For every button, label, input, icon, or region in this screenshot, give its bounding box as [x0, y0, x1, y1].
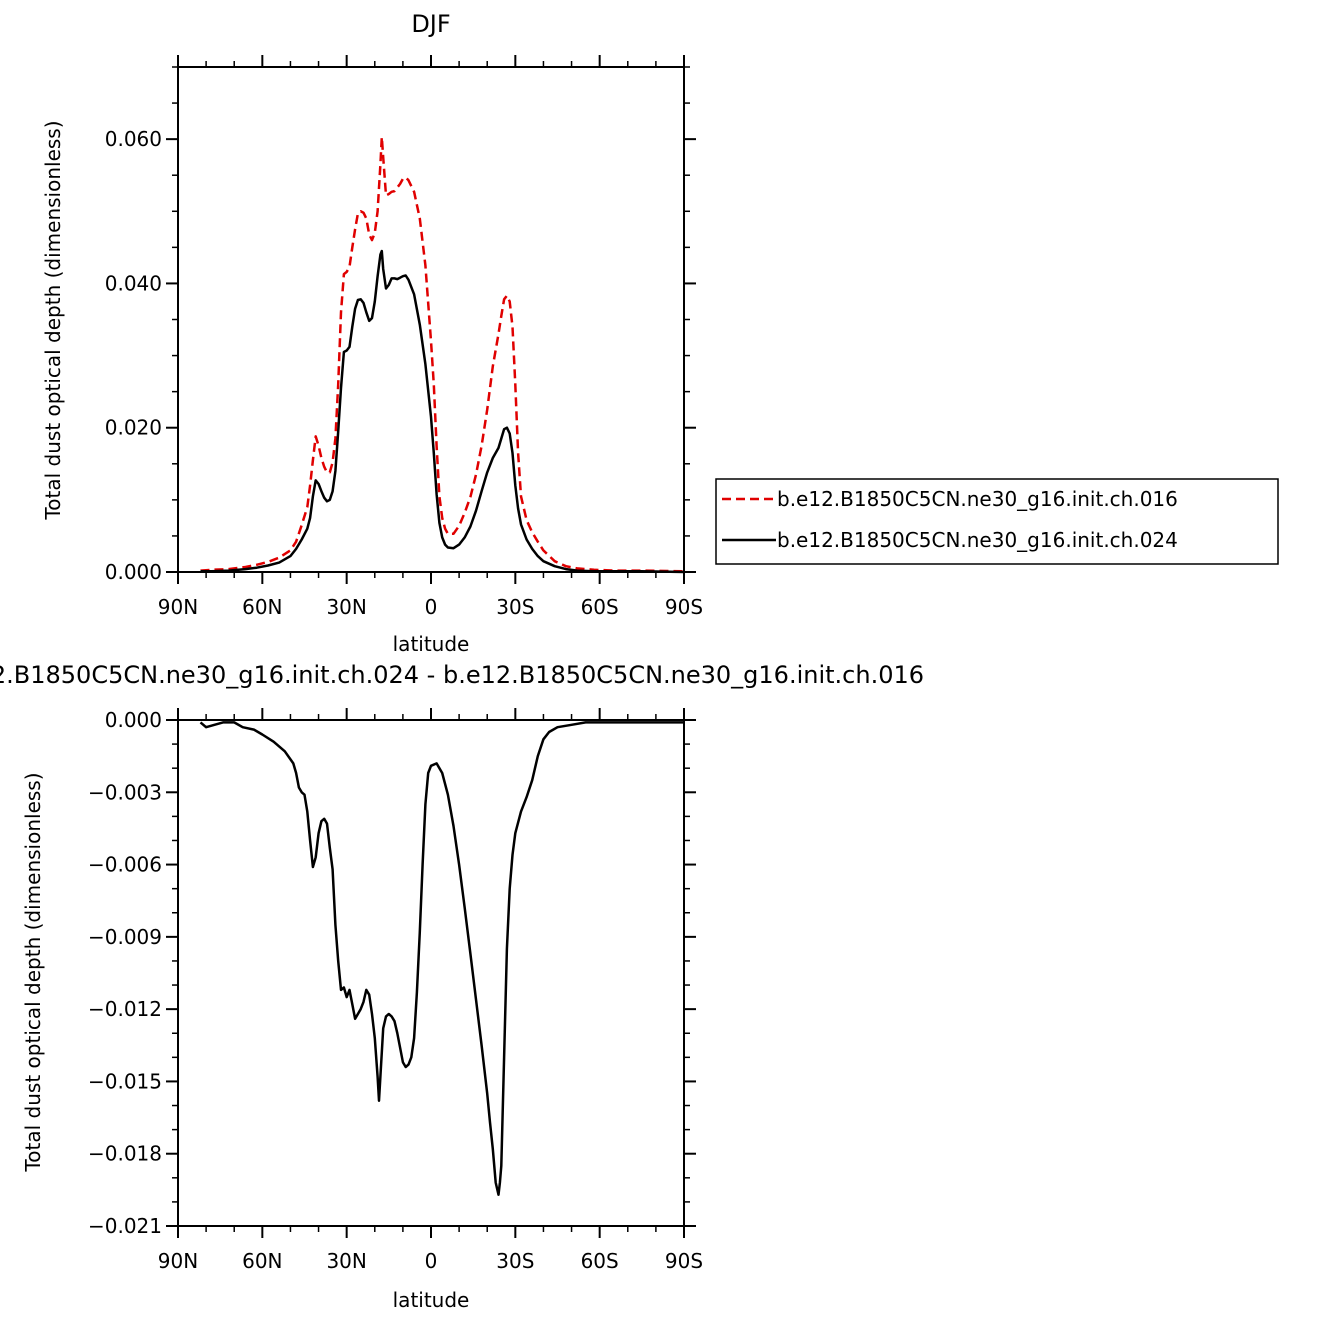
top-y-tick-label: 0.000 [105, 560, 162, 584]
bottom-y-tick-label: −0.018 [88, 1142, 162, 1166]
legend-label-024: b.e12.B1850C5CN.ne30_g16.init.ch.024 [777, 528, 1178, 552]
bottom-x-tick-label: 90N [158, 1249, 198, 1273]
top-x-tick-label: 60N [242, 595, 282, 619]
legend: b.e12.B1850C5CN.ne30_g16.init.ch.016 b.e… [715, 478, 1279, 565]
bottom-x-tick-label: 60N [242, 1249, 282, 1273]
top-panel: DJF 90N 60N 30N 0 30S 60S 90S 0.000 0.020 0.040 0.… [41, 10, 703, 656]
bottom-x-tick-label: 60S [581, 1249, 619, 1273]
bottom-y-tick-label: −0.021 [88, 1214, 162, 1238]
top-x-tick-label: 30S [496, 595, 534, 619]
top-x-axis-title: latitude [393, 632, 470, 656]
top-series-line-1 [200, 249, 685, 574]
bottom-x-tick-label: 30S [496, 1249, 534, 1273]
top-y-tick-label: 0.060 [105, 127, 162, 151]
bottom-y-tick-label: −0.003 [88, 780, 162, 804]
bottom-y-tick-label: −0.015 [88, 1069, 162, 1093]
bottom-plot-frame [177, 719, 685, 1227]
bottom-series-group [199, 721, 684, 1196]
top-y-tick-label: 0.020 [105, 416, 162, 440]
bottom-axes: 90N 60N 30N 0 30S 60S 90S 0.000 −0.003 −0.006 −0.0… [88, 708, 703, 1273]
top-x-tick-label: 90N [158, 595, 198, 619]
bottom-y-tick-label: −0.012 [88, 997, 162, 1021]
top-axes: 90N 60N 30N 0 30S 60S 90S 0.000 0.020 0.040 0.060 [105, 55, 703, 619]
top-y-axis-title: Total dust optical depth (dimensionless) [41, 120, 65, 520]
top-series-line-0 [200, 135, 685, 573]
bottom-y-tick-label: 0.000 [105, 708, 162, 732]
legend-box [715, 478, 1279, 565]
top-y-tick-label: 0.040 [105, 271, 162, 295]
top-series-group [200, 135, 685, 574]
bottom-chart-title: b.e12.B1850C5CN.ne30_g16.init.ch.024 - b… [0, 661, 924, 689]
top-x-tick-label: 60S [581, 595, 619, 619]
bottom-y-axis-title: Total dust optical depth (dimensionless) [21, 772, 45, 1172]
bottom-y-tick-label: −0.009 [88, 925, 162, 949]
bottom-series-line-0 [199, 721, 684, 1196]
legend-label-016: b.e12.B1850C5CN.ne30_g16.init.ch.016 [777, 487, 1178, 511]
bottom-y-tick-label: −0.006 [88, 853, 162, 877]
bottom-x-tick-label: 0 [425, 1249, 438, 1273]
top-x-tick-label: 30N [326, 595, 366, 619]
top-x-tick-label: 0 [425, 595, 438, 619]
top-chart-title: DJF [411, 10, 450, 38]
top-plot-frame [177, 66, 685, 573]
bottom-x-axis-title: latitude [393, 1288, 470, 1312]
bottom-panel: b.e12.B1850C5CN.ne30_g16.init.ch.024 - b… [0, 661, 924, 1312]
bottom-x-tick-label: 90S [665, 1249, 703, 1273]
top-x-tick-label: 90S [665, 595, 703, 619]
bottom-x-tick-label: 30N [326, 1249, 366, 1273]
